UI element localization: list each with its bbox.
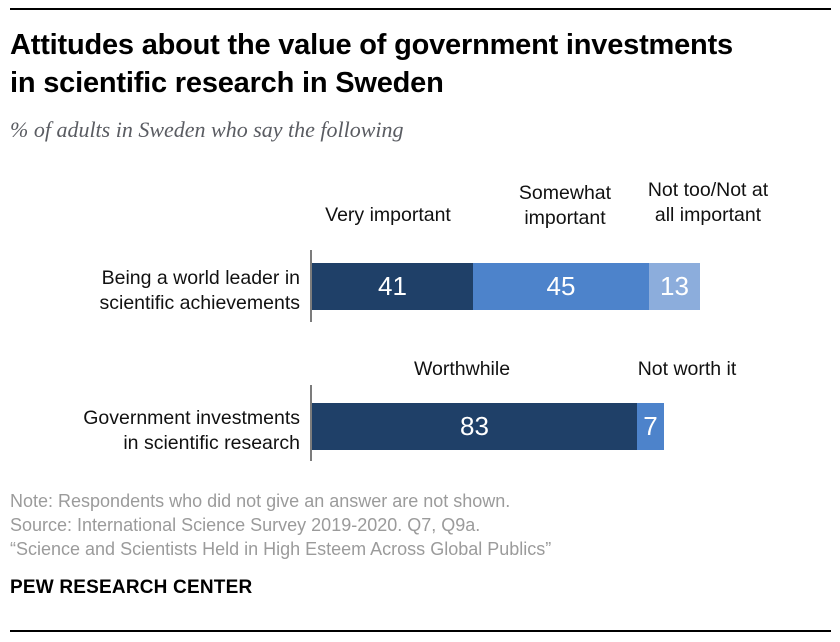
bar-segment-worthwhile: 83	[312, 403, 637, 450]
col-header-worthwhile: Worthwhile	[413, 358, 511, 380]
footnote-note: Note: Respondents who did not give an an…	[10, 491, 511, 511]
bar-segment-very-important: 41	[312, 263, 473, 310]
col-header-very-important: Very important	[325, 204, 451, 226]
bar-value-label: 7	[643, 411, 658, 441]
pew-research-center-wordmark: PEW RESEARCH CENTER	[10, 577, 253, 598]
top-rule	[10, 8, 831, 10]
col-header-somewhat-important: Somewhat important	[518, 182, 612, 229]
bar-segment-somewhat-important: 45	[473, 263, 649, 310]
footnote-source: Source: International Science Survey 201…	[10, 515, 481, 535]
bar-value-label: 41	[378, 271, 407, 301]
col-header-not-too-not-at-all-important: Not too/Not at all important	[647, 179, 769, 226]
bar-segment-not-worth-it: 7	[637, 403, 664, 450]
bar-value-label: 83	[460, 411, 489, 441]
chart-title: Attitudes about the value of government …	[10, 29, 733, 99]
footnote-report-title: “Science and Scientists Held in High Est…	[10, 539, 552, 559]
axis-line-row2	[310, 385, 312, 461]
bar-segment-not-too-not-at-all-important: 13	[649, 263, 700, 310]
bar-value-label: 13	[660, 271, 689, 301]
stacked-bar-row1: 41 45 13	[312, 263, 700, 310]
bottom-rule	[10, 630, 831, 632]
chart-subtitle: % of adults in Sweden who say the follow…	[10, 117, 404, 142]
bar-value-label: 45	[546, 271, 576, 301]
col-header-not-worth-it: Not worth it	[637, 358, 737, 380]
row-label-government-investments: Government investments in scientific res…	[83, 407, 300, 454]
row-label-world-leader: Being a world leader in scientific achie…	[99, 267, 300, 314]
axis-line-row1	[310, 250, 312, 322]
stacked-bar-row2: 83 7	[312, 403, 664, 450]
